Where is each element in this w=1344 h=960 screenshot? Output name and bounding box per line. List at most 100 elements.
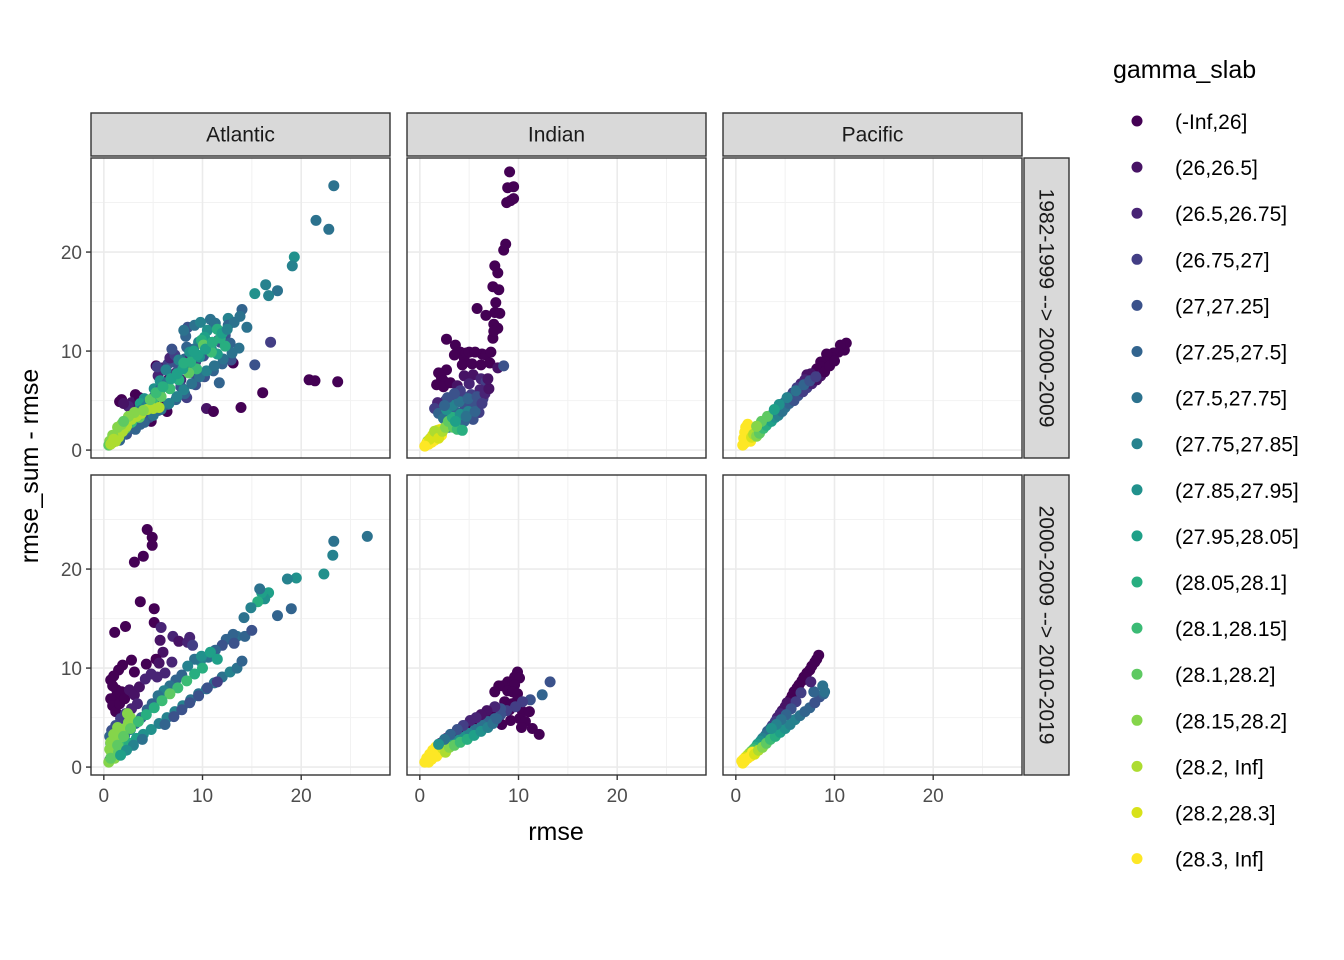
legend-key — [1131, 253, 1143, 265]
y-axis-title: rmse_sum - rmse — [16, 369, 44, 563]
legend-label: (-Inf,26] — [1175, 111, 1247, 134]
legend-key — [1131, 438, 1143, 450]
data-point — [125, 723, 136, 734]
data-point — [805, 676, 817, 688]
axes-layer: 0 10 20 0 10 20 0 10 20 0 10 20 0 10 20 — [61, 243, 944, 807]
legend-label: (27.95,28.05] — [1175, 526, 1299, 549]
data-point — [328, 535, 340, 547]
data-point — [290, 572, 302, 584]
data-point — [288, 251, 300, 263]
data-point — [245, 602, 257, 614]
data-point — [493, 284, 505, 296]
data-point — [128, 666, 140, 678]
data-point — [133, 681, 145, 693]
data-point — [433, 738, 445, 750]
legend-entry: (28.2,28.3] — [1131, 803, 1275, 826]
legend-entry: (26.5,26.75] — [1131, 203, 1287, 226]
legend-key — [1131, 853, 1143, 865]
data-point — [226, 347, 238, 359]
data-point — [157, 646, 169, 658]
data-point — [281, 573, 293, 585]
data-point — [187, 639, 199, 651]
data-point — [146, 539, 158, 551]
y-tick-label: 20 — [61, 560, 82, 581]
row-strip-label: 2000-2009 --> 2010-2019 — [1035, 506, 1058, 745]
data-point — [134, 596, 146, 608]
data-point — [208, 360, 220, 372]
legend-label: (27.75,27.85] — [1175, 434, 1299, 457]
data-point — [156, 695, 168, 707]
data-point — [249, 288, 261, 300]
legend-entry: (28.1,28.2] — [1131, 664, 1275, 687]
data-point — [211, 676, 223, 688]
data-point — [182, 660, 194, 672]
data-point — [189, 668, 201, 680]
data-point — [448, 349, 460, 361]
data-point — [768, 404, 780, 415]
data-point — [160, 364, 172, 376]
legend-label: (28.15,28.2] — [1175, 710, 1287, 733]
x-tick-label: 10 — [192, 786, 213, 807]
panel-border — [722, 474, 1023, 776]
data-point — [148, 702, 160, 714]
legend-entry: (27.25,27.5] — [1131, 342, 1287, 365]
data-point — [829, 355, 840, 367]
legend-entry: (26,26.5] — [1131, 157, 1258, 180]
data-point — [476, 398, 488, 409]
data-point — [485, 346, 497, 358]
data-point — [173, 635, 185, 647]
row-strip-background — [1023, 157, 1070, 459]
data-point — [483, 383, 495, 395]
data-point — [119, 693, 131, 705]
data-point — [285, 603, 297, 615]
data-point — [492, 267, 504, 279]
data-point — [221, 323, 233, 335]
data-point — [153, 657, 165, 669]
strip-atlantic: Atlantic — [90, 112, 391, 157]
data-point — [213, 377, 225, 389]
data-point — [263, 290, 275, 302]
data-point — [219, 340, 231, 352]
legend-entry: (27.95,28.05] — [1131, 526, 1299, 549]
data-point — [201, 682, 213, 694]
data-point — [115, 749, 127, 761]
legend-entry: (-Inf,26] — [1131, 111, 1247, 134]
strip-label: Atlantic — [206, 124, 275, 147]
x-tick-label: 0 — [731, 786, 742, 807]
panel-0-0 — [90, 157, 391, 459]
legend-entry: (28.3, Inf] — [1131, 849, 1264, 872]
panels-layer — [90, 157, 1023, 776]
data-point — [238, 612, 250, 624]
data-point — [781, 392, 793, 404]
x-tick-label: 20 — [291, 786, 312, 807]
data-point — [122, 708, 133, 720]
data-point — [171, 391, 183, 403]
data-point — [494, 307, 506, 319]
data-point — [154, 634, 166, 646]
data-point — [795, 687, 807, 699]
data-point — [460, 410, 472, 422]
data-point — [508, 181, 520, 193]
data-point — [120, 621, 131, 632]
data-point — [466, 358, 478, 370]
data-point — [462, 393, 474, 405]
data-point — [118, 730, 130, 742]
data-point — [790, 385, 802, 397]
data-point — [228, 316, 240, 328]
data-point — [332, 376, 344, 388]
data-point — [164, 688, 176, 700]
data-point — [488, 325, 500, 337]
x-tick-label: 10 — [824, 786, 845, 807]
data-point — [504, 166, 516, 178]
legend-label: (28.2,28.3] — [1175, 803, 1275, 826]
legend-key — [1131, 346, 1143, 357]
legend: gamma_slab (-Inf,26] (26,26.5] (26.5,26.75… — [1113, 56, 1299, 872]
row-strip-1: 2000-2009 --> 2010-2019 — [1023, 474, 1070, 776]
x-tick-label: 10 — [508, 786, 529, 807]
legend-entry: (28.15,28.2] — [1131, 710, 1287, 733]
data-point — [211, 653, 223, 665]
data-point — [166, 656, 178, 668]
legend-label: (28.05,28.1] — [1175, 572, 1287, 595]
data-point — [328, 180, 340, 192]
data-point — [140, 709, 152, 721]
